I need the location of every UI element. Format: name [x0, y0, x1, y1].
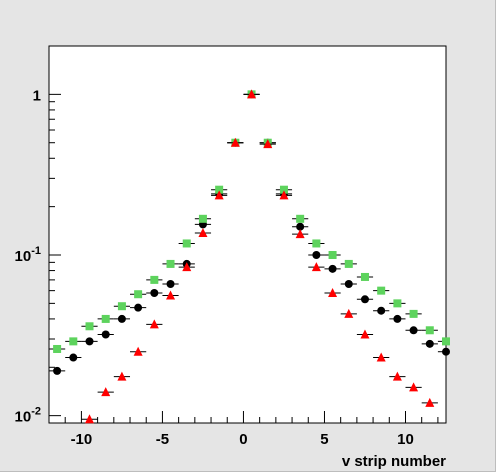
- data-point-circle: [425, 339, 434, 348]
- data-point-square: [393, 299, 402, 308]
- data-point-square: [360, 272, 369, 281]
- data-point-square: [425, 326, 434, 335]
- data-point-triangle: [425, 397, 435, 407]
- data-point-triangle: [279, 190, 289, 200]
- data-point-triangle: [117, 371, 127, 381]
- x-tick-label: -5: [156, 431, 169, 448]
- data-point-square: [409, 309, 418, 318]
- data-point-circle: [53, 366, 62, 375]
- data-point-square: [53, 344, 62, 353]
- data-point-square: [344, 259, 353, 268]
- data-point-triangle: [360, 329, 370, 339]
- data-point-triangle: [101, 387, 111, 397]
- data-point-triangle: [214, 190, 224, 200]
- data-point-triangle: [392, 371, 402, 381]
- data-point-circle: [393, 314, 402, 323]
- series-triangle: [81, 89, 438, 424]
- x-tick-label: 0: [239, 431, 247, 448]
- data-point-circle: [409, 326, 418, 335]
- x-axis-title: v strip number: [342, 453, 446, 470]
- y-tick-label: 1: [33, 87, 41, 104]
- data-point-square: [296, 214, 305, 223]
- data-point-square: [279, 185, 288, 194]
- data-point-square: [117, 302, 126, 311]
- data-point-circle: [377, 306, 386, 315]
- data-point-square: [442, 337, 450, 346]
- data-point-square: [328, 251, 337, 260]
- data-point-triangle: [230, 137, 240, 147]
- x-tick-label: 5: [320, 431, 328, 448]
- data-point-circle: [85, 337, 94, 346]
- data-point-square: [150, 275, 159, 284]
- data-point-square: [166, 259, 175, 268]
- data-point-triangle: [311, 262, 321, 272]
- data-point-square: [85, 322, 94, 331]
- data-point-circle: [442, 347, 450, 356]
- data-point-triangle: [247, 89, 257, 99]
- x-tick-label: -10: [71, 431, 93, 448]
- data-point-triangle: [263, 139, 273, 149]
- data-point-triangle: [85, 414, 95, 424]
- data-point-square: [182, 239, 191, 248]
- data-point-circle: [312, 251, 321, 260]
- data-point-triangle: [182, 262, 192, 272]
- data-point-triangle: [133, 346, 143, 356]
- data-point-circle: [344, 279, 353, 288]
- data-point-circle: [328, 264, 337, 273]
- data-point-circle: [296, 222, 305, 231]
- data-point-square: [198, 214, 207, 223]
- y-tick-label: 10-2: [15, 406, 41, 426]
- x-tick-label: 10: [397, 431, 414, 448]
- data-point-triangle: [149, 319, 159, 329]
- data-point-triangle: [376, 352, 386, 362]
- data-point-triangle: [166, 290, 176, 300]
- y-tick-label: 10-1: [15, 245, 41, 265]
- data-point-circle: [150, 289, 159, 298]
- data-point-triangle: [328, 288, 338, 298]
- plot-frame: [48, 45, 447, 424]
- data-point-circle: [360, 295, 369, 304]
- data-point-square: [69, 337, 78, 346]
- data-point-circle: [69, 353, 78, 362]
- data-point-square: [215, 185, 224, 194]
- data-point-triangle: [295, 229, 305, 239]
- data-point-triangle: [344, 308, 354, 318]
- data-point-circle: [166, 279, 175, 288]
- data-point-square: [312, 239, 321, 248]
- data-point-square: [377, 286, 386, 295]
- x-axis: -10 -5 0 5 10: [48, 411, 439, 448]
- data-point-circle: [117, 314, 126, 323]
- y-axis: 10-2 10-1 1: [15, 45, 61, 426]
- data-point-triangle: [409, 382, 419, 392]
- data-point-square: [101, 314, 110, 323]
- data-point-circle: [134, 303, 143, 312]
- data-point-circle: [101, 330, 110, 339]
- data-point-triangle: [198, 228, 208, 238]
- data-markers: [49, 89, 450, 424]
- data-point-square: [134, 290, 143, 299]
